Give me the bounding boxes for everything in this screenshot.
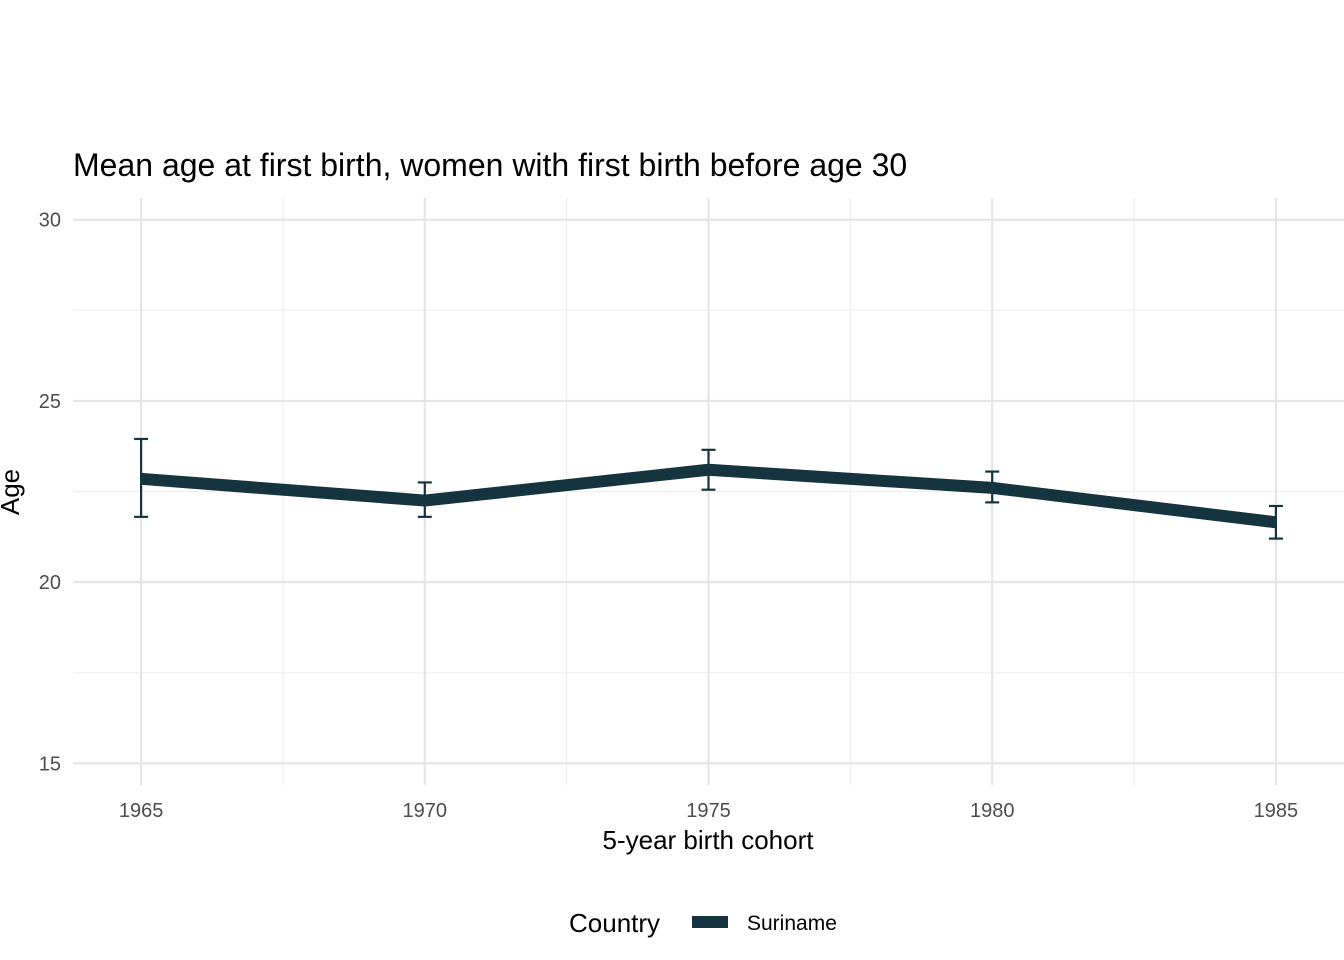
legend-key-suriname bbox=[692, 916, 728, 928]
data-point-suriname bbox=[708, 469, 710, 471]
data-point-suriname bbox=[140, 478, 142, 480]
data-point-suriname bbox=[1275, 521, 1277, 523]
series-lines bbox=[140, 463, 1277, 529]
legend-label-suriname: Suriname bbox=[747, 912, 837, 935]
x-tick-label: 1970 bbox=[403, 800, 448, 822]
legend-title: Country bbox=[569, 908, 660, 938]
data-point-suriname bbox=[424, 500, 426, 502]
y-axis-ticks: 15 20 25 30 bbox=[39, 210, 61, 776]
error-bar-suriname bbox=[134, 437, 149, 518]
x-axis-title: 5-year birth cohort bbox=[603, 825, 815, 855]
y-tick-label: 30 bbox=[39, 210, 61, 232]
y-tick-label: 15 bbox=[39, 753, 61, 775]
y-tick-label: 20 bbox=[39, 572, 61, 594]
error-bars bbox=[134, 437, 1283, 540]
x-axis-ticks: 1965 1970 1975 1980 1985 bbox=[119, 800, 1298, 822]
x-tick-label: 1985 bbox=[1254, 800, 1299, 822]
series-line-suriname bbox=[140, 463, 1277, 529]
x-tick-label: 1980 bbox=[970, 800, 1015, 822]
chart-title: Mean age at first birth, women with firs… bbox=[73, 147, 907, 183]
y-tick-label: 25 bbox=[39, 391, 61, 413]
legend: Country Suriname bbox=[569, 908, 837, 938]
x-tick-label: 1965 bbox=[119, 800, 164, 822]
data-point-suriname bbox=[991, 487, 993, 489]
x-tick-label: 1975 bbox=[686, 800, 731, 822]
y-axis-title: Age bbox=[0, 469, 25, 515]
